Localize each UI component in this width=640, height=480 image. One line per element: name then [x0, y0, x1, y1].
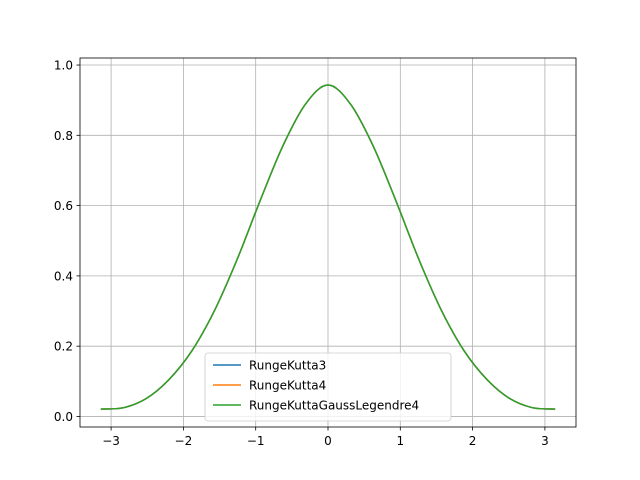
- x-tick-label: −3: [102, 434, 120, 448]
- x-tick-label: −1: [247, 434, 265, 448]
- series-line-rungekuttagausslegendre4: [100, 84, 556, 410]
- y-tick-label: 0.8: [54, 129, 73, 143]
- legend: RungeKutta3 RungeKutta4 RungeKuttaGaussLeg…: [204, 352, 452, 422]
- y-tick-label: 0.2: [54, 340, 73, 354]
- series-lines: [100, 84, 556, 410]
- x-tick-label: 1: [396, 434, 404, 448]
- y-tick-label: 0.0: [54, 410, 73, 424]
- x-tick-label: 0: [324, 434, 332, 448]
- grid: [80, 58, 576, 427]
- y-tick-label: 1.0: [54, 59, 73, 73]
- y-tick-label: 0.6: [54, 199, 73, 213]
- axis-ticks: −3 −2 −1 0 1 2 3 0.0 0.2 0.4 0.6 0.8 1.0: [54, 59, 549, 448]
- legend-label: RungeKutta3: [249, 359, 326, 373]
- legend-box: [204, 352, 452, 422]
- legend-label: RungeKuttaGaussLegendre4: [249, 399, 419, 413]
- x-tick-label: −2: [175, 434, 193, 448]
- x-tick-label: 3: [541, 434, 549, 448]
- legend-label: RungeKutta4: [249, 379, 326, 393]
- y-tick-label: 0.4: [54, 269, 73, 283]
- x-tick-label: 2: [469, 434, 477, 448]
